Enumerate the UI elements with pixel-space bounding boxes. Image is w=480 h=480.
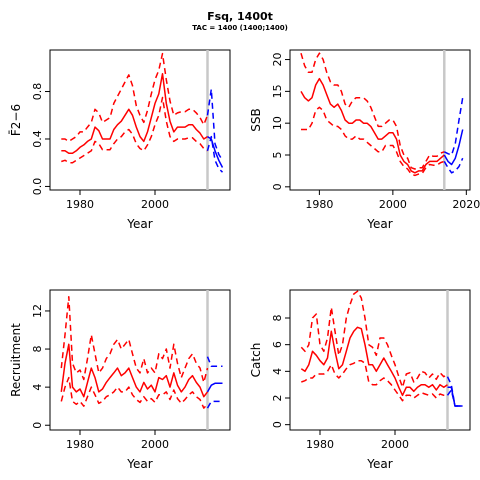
chart-ssb-ytick-label: 0	[271, 183, 284, 190]
chart-ssb-ytick-label: 15	[271, 84, 284, 98]
chart-catch-ytick-label: 6	[271, 341, 284, 348]
chart-catch-ylabel: Catch	[249, 343, 263, 378]
chart-catch-ytick-label: 8	[271, 315, 284, 322]
chart-ssb-xlabel: Year	[366, 217, 392, 231]
chart-ssb-ytick-label: 5	[271, 152, 284, 159]
chart-f-xtick-label: 2000	[141, 198, 169, 211]
chart-ssb-hist-median	[300, 77, 445, 174]
chart-recruitment-hist-lower	[60, 376, 209, 409]
chart-f-ytick-label: 0.4	[31, 130, 44, 148]
chart-ssb-xtick-label: 2000	[379, 198, 407, 211]
chart-recruitment-proj-upper	[206, 356, 223, 367]
chart-ssb-proj-lower	[443, 157, 464, 174]
chart-f-proj-median	[207, 135, 224, 168]
chart-catch-ytick-label: 4	[271, 368, 284, 375]
chart-catch-ytick-label: 2	[271, 395, 284, 402]
chart-ssb-ytick-label: 20	[271, 53, 284, 67]
chart-catch-plot-frame	[289, 289, 471, 431]
chart-f-plot-frame	[49, 49, 231, 191]
chart-ssb-hist-lower	[301, 106, 445, 177]
chart-recruitment-ytick-label: 8	[31, 346, 44, 353]
figure-subtitle: TAC = 1400 (1400;1400)	[192, 24, 288, 32]
figure-title: Fsq, 1400t	[207, 10, 273, 23]
chart-ssb-hist-upper	[300, 52, 445, 170]
chart-recruitment-plot-frame	[49, 289, 231, 431]
chart-recruitment-ytick-label: 12	[31, 304, 44, 318]
chart-f-ylabel: F̄2−6	[9, 104, 23, 136]
chart-f-proj-lower	[206, 135, 224, 173]
chart-ssb-xtick-label: 2020	[452, 198, 480, 211]
chart-recruitment-ylabel: Recruitment	[9, 323, 23, 397]
chart-ssb-ytick-label: 10	[271, 116, 284, 130]
chart-f-xlabel: Year	[126, 217, 152, 231]
panel-f: 1980 2000 0.0 0.4 0.8 Year F̄2−6	[9, 49, 231, 231]
panel-catch: 1980 2000 0 2 4 6 8 Year Catch	[249, 289, 471, 471]
chart-catch-proj-median	[447, 386, 463, 407]
panel-ssb: 1980 2000 2020 0 5 10 15 20 Year SSB	[249, 49, 480, 231]
chart-recruitment-ytick-label: 4	[31, 384, 44, 391]
panel-recruitment: 1980 2000 0 4 8 12 Year Recruitment	[9, 289, 231, 471]
chart-f-ytick-label: 0.8	[31, 83, 44, 101]
chart-recruitment-xlabel: Year	[126, 457, 152, 471]
chart-catch-hist-median	[300, 326, 448, 397]
chart-ssb-proj-median	[443, 129, 464, 166]
chart-recruitment-proj-median	[206, 382, 223, 393]
chart-catch-ytick-label: 0	[271, 421, 284, 428]
chart-ssb-ylabel: SSB	[249, 108, 263, 131]
chart-catch-xtick-label: 2000	[381, 438, 409, 451]
chart-recruitment-hist-median	[60, 343, 209, 398]
chart-f-hist-lower	[61, 96, 208, 164]
chart-catch-xlabel: Year	[366, 457, 392, 471]
chart-f-hist-upper	[61, 52, 209, 143]
chart-recruitment-hist-upper	[60, 295, 209, 384]
chart-ssb-xtick-label: 1980	[305, 198, 333, 211]
chart-ssb-proj-upper	[443, 97, 464, 156]
chart-recruitment-proj-lower	[206, 400, 223, 409]
chart-f-ytick-label: 0.0	[31, 178, 44, 196]
chart-recruitment-xtick-label: 2000	[141, 438, 169, 451]
chart-f-hist-median	[61, 72, 208, 154]
chart-catch-hist-upper	[300, 290, 448, 389]
chart-recruitment-xtick-label: 1980	[66, 438, 94, 451]
chart-recruitment-ytick-label: 0	[31, 422, 44, 429]
chart-ssb-plot-frame	[289, 49, 471, 191]
chart-f-xtick-label: 1980	[66, 198, 94, 211]
chart-f-proj-upper	[206, 88, 224, 161]
chart-catch-xtick-label: 1980	[306, 438, 334, 451]
chart-catch-hist-lower	[301, 359, 448, 402]
